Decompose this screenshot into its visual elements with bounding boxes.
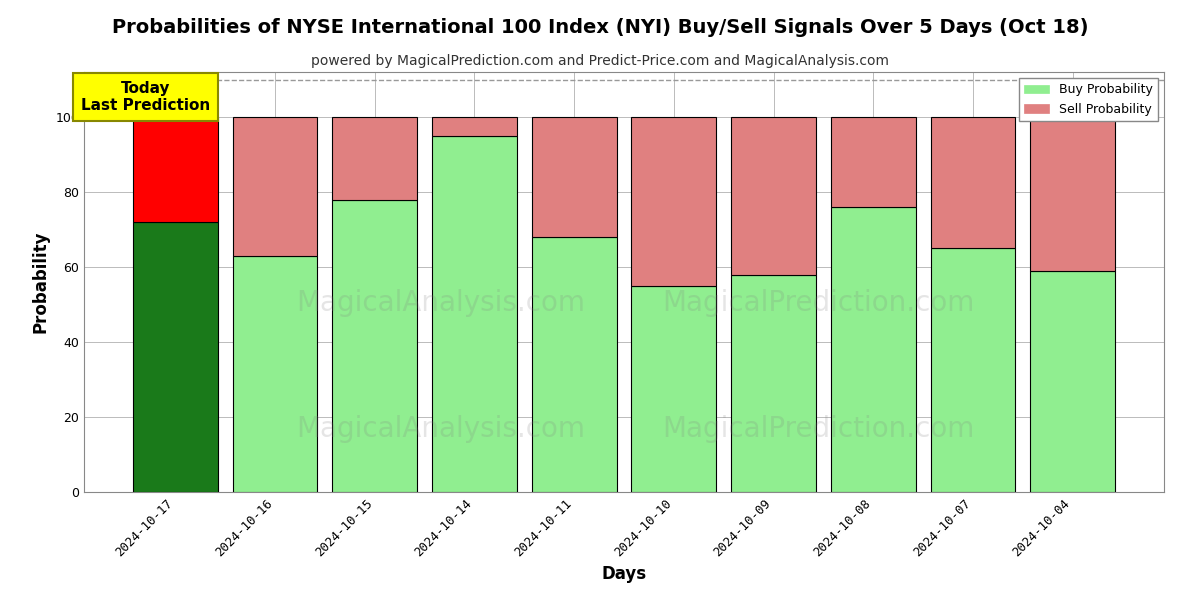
Bar	[133, 117, 218, 222]
Bar	[532, 237, 617, 492]
Bar	[631, 117, 716, 286]
Bar	[1030, 117, 1115, 271]
Bar	[1030, 271, 1115, 492]
Bar	[731, 275, 816, 492]
Text: Probabilities of NYSE International 100 Index (NYI) Buy/Sell Signals Over 5 Days: Probabilities of NYSE International 100 …	[112, 18, 1088, 37]
Text: Today
Last Prediction: Today Last Prediction	[80, 81, 210, 113]
Bar	[432, 117, 517, 136]
Bar	[830, 117, 916, 207]
Y-axis label: Probability: Probability	[31, 231, 49, 333]
Bar	[432, 136, 517, 492]
Bar	[930, 117, 1015, 248]
Bar	[332, 199, 418, 492]
Bar	[631, 286, 716, 492]
Bar	[830, 207, 916, 492]
Bar	[133, 222, 218, 492]
Text: MagicalAnalysis.com: MagicalAnalysis.com	[296, 415, 584, 443]
Text: MagicalPrediction.com: MagicalPrediction.com	[662, 289, 974, 317]
X-axis label: Days: Days	[601, 565, 647, 583]
Bar	[233, 117, 318, 256]
Text: MagicalPrediction.com: MagicalPrediction.com	[662, 415, 974, 443]
Bar	[930, 248, 1015, 492]
Text: MagicalAnalysis.com: MagicalAnalysis.com	[296, 289, 584, 317]
Bar	[233, 256, 318, 492]
Legend: Buy Probability, Sell Probability: Buy Probability, Sell Probability	[1019, 78, 1158, 121]
Bar	[731, 117, 816, 275]
Text: powered by MagicalPrediction.com and Predict-Price.com and MagicalAnalysis.com: powered by MagicalPrediction.com and Pre…	[311, 54, 889, 68]
Bar	[532, 117, 617, 237]
Bar	[332, 117, 418, 199]
